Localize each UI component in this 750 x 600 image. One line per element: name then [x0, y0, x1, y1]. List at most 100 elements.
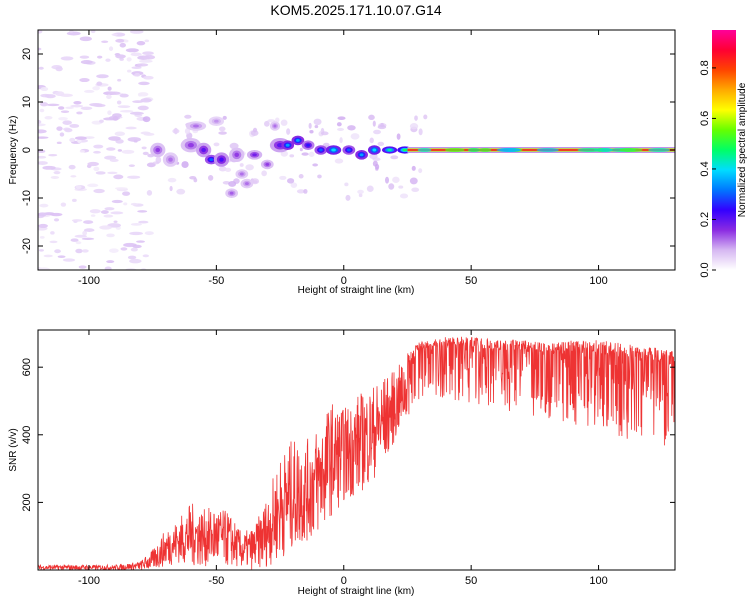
noise-dot — [347, 125, 356, 131]
noise-dot — [132, 244, 142, 249]
noise-dot — [62, 120, 72, 125]
noise-dot — [139, 59, 153, 63]
blob-core — [209, 158, 214, 162]
noise-dot — [65, 106, 74, 110]
y-tick-label: 200 — [21, 493, 33, 511]
noise-dot — [280, 119, 288, 126]
noise-dot — [286, 128, 291, 135]
blob-core — [155, 147, 161, 153]
noise-dot — [44, 94, 56, 99]
noise-dot — [113, 220, 118, 224]
noise-dot — [53, 171, 61, 175]
noise-dot — [117, 78, 122, 82]
noise-dot — [312, 163, 319, 167]
noise-dot — [104, 266, 112, 270]
noise-dot — [142, 254, 150, 258]
noise-dot — [123, 202, 128, 206]
noise-dot — [106, 260, 115, 264]
blob-core — [387, 148, 392, 152]
noise-dot — [140, 98, 152, 103]
blob-core — [285, 143, 290, 147]
x-tick-label: 100 — [589, 575, 607, 587]
figure-title: KOM5.2025.171.10.07.G14 — [270, 2, 441, 18]
noise-dot — [290, 182, 298, 188]
blob-core — [265, 162, 270, 166]
noise-dot — [103, 214, 114, 218]
snr-xlabel: Height of straight line (km) — [298, 586, 415, 597]
noise-dot — [399, 193, 409, 199]
noise-dot — [396, 133, 401, 140]
noise-dot — [39, 108, 45, 113]
noise-dot — [103, 117, 116, 121]
snr-ylabel: SNR (v/v) — [8, 428, 19, 471]
noise-dot — [136, 40, 146, 46]
blob-core — [295, 138, 300, 142]
noise-dot — [136, 63, 149, 67]
noise-dot — [93, 144, 104, 149]
noise-dot — [123, 39, 129, 43]
noise-dot — [42, 165, 56, 170]
noise-dot — [95, 171, 106, 175]
noise-dot — [298, 174, 304, 179]
noise-dot — [117, 105, 131, 109]
noise-dot — [308, 122, 312, 129]
noise-dot — [264, 120, 270, 127]
noise-dot — [112, 116, 119, 121]
noise-dot — [83, 228, 95, 232]
noise-dot — [100, 210, 109, 214]
noise-dot — [89, 209, 101, 214]
noise-dot — [43, 254, 53, 258]
noise-dot — [93, 150, 101, 154]
colorbar-label: Normalized spectral amplitude — [737, 82, 748, 217]
noise-dot — [38, 161, 48, 165]
noise-dot — [56, 141, 62, 145]
noise-dot — [81, 237, 95, 241]
band-spot — [577, 148, 602, 152]
blob-core — [359, 153, 364, 157]
noise-dot — [184, 114, 192, 119]
noise-dot — [66, 31, 81, 36]
noise-dot — [218, 131, 227, 135]
noise-dot — [411, 165, 416, 171]
blob-core — [306, 143, 310, 147]
noise-dot — [144, 231, 154, 236]
noise-dot — [309, 129, 314, 134]
noise-dot — [87, 183, 99, 188]
noise-dot — [79, 78, 90, 83]
noise-dot — [252, 127, 258, 133]
noise-dot — [337, 116, 346, 121]
colorbar-tick-label: 0.8 — [699, 60, 711, 75]
noise-dot — [130, 247, 138, 252]
blob-core — [273, 124, 277, 128]
noise-dot — [39, 236, 45, 239]
noise-dot — [119, 57, 124, 61]
blob-core — [346, 148, 351, 152]
colorbar-tick-label: 0.0 — [699, 262, 711, 277]
blob-core — [318, 148, 323, 152]
noise-dot — [79, 150, 85, 153]
noise-dot — [108, 91, 121, 95]
y-tick-label: -20 — [21, 238, 33, 254]
noise-dot — [72, 198, 77, 203]
noise-dot — [83, 220, 94, 224]
noise-dot — [117, 149, 123, 152]
noise-dot — [409, 123, 419, 130]
blob-core — [219, 157, 224, 162]
noise-dot — [96, 81, 103, 86]
noise-dot — [279, 175, 287, 180]
noise-dot — [50, 212, 63, 217]
noise-dot — [55, 91, 65, 97]
noise-dot — [71, 219, 83, 222]
noise-dot — [377, 141, 385, 146]
noise-dot — [334, 158, 344, 164]
x-tick-label: 50 — [465, 575, 477, 587]
noise-dot — [38, 47, 42, 51]
noise-dot — [53, 218, 60, 222]
x-tick-label: 100 — [589, 275, 607, 287]
x-tick-label: 0 — [341, 575, 347, 587]
band-spot — [417, 148, 432, 152]
noise-dot — [38, 119, 42, 125]
noise-dot — [75, 241, 82, 245]
noise-dot — [79, 36, 92, 42]
noise-dot — [261, 170, 267, 177]
